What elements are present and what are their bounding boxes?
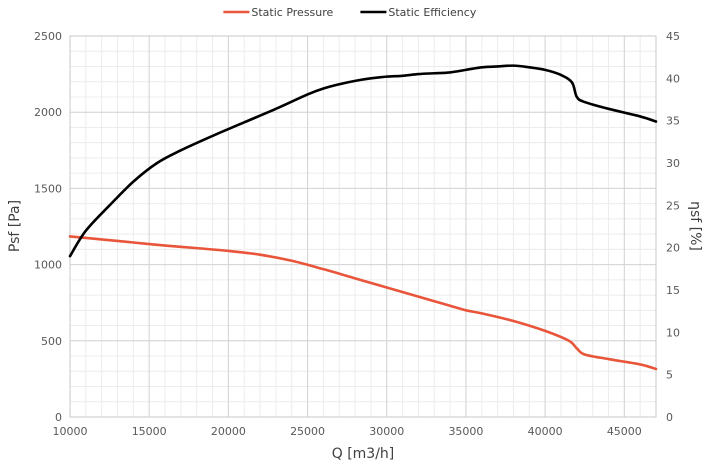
y2-tick-label: 0 bbox=[666, 411, 673, 424]
legend-label-static-efficiency: Static Efficiency bbox=[388, 6, 476, 19]
y-tick-label: 2000 bbox=[34, 106, 62, 119]
x-tick-label: 20000 bbox=[211, 425, 246, 438]
plot-frame bbox=[69, 35, 657, 418]
y2-tick-label: 40 bbox=[666, 72, 680, 85]
y-tick-label: 2500 bbox=[34, 30, 62, 43]
x-tick-label: 10000 bbox=[53, 425, 88, 438]
y-tick-label: 500 bbox=[41, 335, 62, 348]
x-tick-label: 45000 bbox=[607, 425, 642, 438]
y2-tick-label: 30 bbox=[666, 157, 680, 170]
y2-tick-label: 15 bbox=[666, 284, 680, 297]
series-line-static-efficiency bbox=[68, 64, 658, 258]
x-tick-label: 30000 bbox=[369, 425, 404, 438]
x-tick-label: 35000 bbox=[448, 425, 483, 438]
x-tick-label: 25000 bbox=[290, 425, 325, 438]
y2-tick-label: 10 bbox=[666, 326, 680, 339]
y-tick-label: 1500 bbox=[34, 182, 62, 195]
y2-axis-label: ηsf [%] bbox=[687, 201, 703, 251]
legend: Static Pressure Static Efficiency bbox=[223, 6, 477, 19]
gridlines bbox=[69, 35, 657, 418]
y-axis-label: Psf [Pa] bbox=[7, 200, 23, 252]
series-line-static-pressure bbox=[68, 235, 658, 371]
y-tick-label: 1000 bbox=[34, 259, 62, 272]
series-group bbox=[68, 64, 658, 371]
y2-tick-label: 25 bbox=[666, 199, 680, 212]
y2-tick-label: 20 bbox=[666, 242, 680, 255]
x-tick-label: 15000 bbox=[132, 425, 167, 438]
legend-label-static-pressure: Static Pressure bbox=[251, 6, 333, 19]
x-tick-label: 40000 bbox=[528, 425, 563, 438]
x-axis-label: Q [m3/h] bbox=[332, 446, 395, 462]
y2-tick-label: 5 bbox=[666, 369, 673, 382]
tick-labels: 10000 15000 20000 25000 30000 35000 40000 45000… bbox=[34, 30, 680, 438]
y-tick-label: 0 bbox=[55, 411, 62, 424]
y2-tick-label: 35 bbox=[666, 115, 680, 128]
y2-tick-label: 45 bbox=[666, 30, 680, 43]
